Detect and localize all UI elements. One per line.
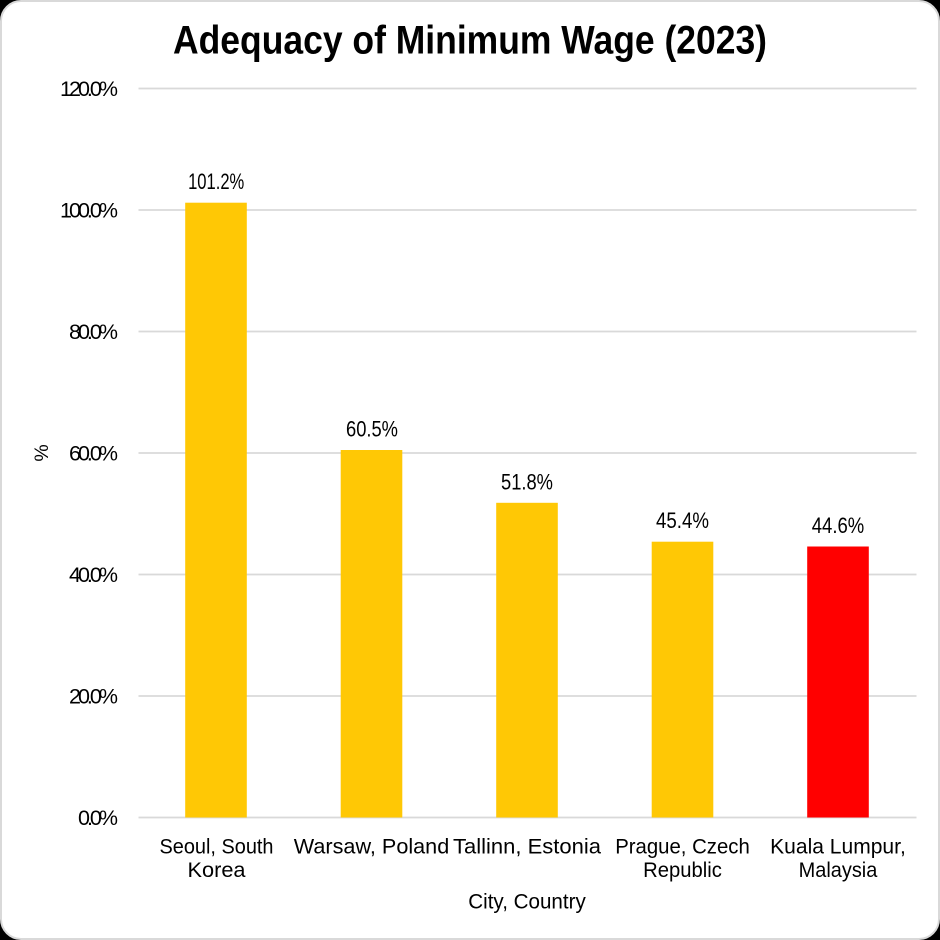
svg-text:40.0%: 40.0% (69, 563, 118, 587)
svg-text:Seoul, South: Seoul, South (160, 836, 274, 859)
svg-text:100.0%: 100.0% (60, 199, 118, 223)
svg-text:101.2%: 101.2% (188, 169, 244, 194)
svg-text:20.0%: 20.0% (69, 685, 118, 709)
svg-text:Warsaw, Poland: Warsaw, Poland (294, 836, 450, 859)
svg-text:City, Country: City, Country (468, 891, 586, 914)
svg-text:60.0%: 60.0% (69, 442, 118, 466)
svg-text:Prague, Czech: Prague, Czech (615, 836, 750, 859)
svg-text:Malaysia: Malaysia (799, 859, 878, 882)
svg-text:80.0%: 80.0% (69, 320, 118, 344)
svg-text:Republic: Republic (643, 859, 722, 882)
svg-text:60.5%: 60.5% (346, 417, 398, 442)
svg-text:120.0%: 120.0% (60, 77, 118, 101)
svg-text:44.6%: 44.6% (812, 513, 865, 538)
svg-text:0.0%: 0.0% (78, 806, 118, 830)
svg-text:%: % (31, 444, 53, 461)
svg-text:51.8%: 51.8% (501, 469, 553, 494)
svg-text:Korea: Korea (188, 859, 246, 882)
svg-text:45.4%: 45.4% (656, 508, 709, 533)
svg-text:Adequacy of Minimum Wage (2023: Adequacy of Minimum Wage (2023) (173, 19, 767, 63)
svg-text:Tallinn, Estonia: Tallinn, Estonia (453, 836, 601, 859)
svg-text:Kuala Lumpur,: Kuala Lumpur, (770, 836, 906, 859)
